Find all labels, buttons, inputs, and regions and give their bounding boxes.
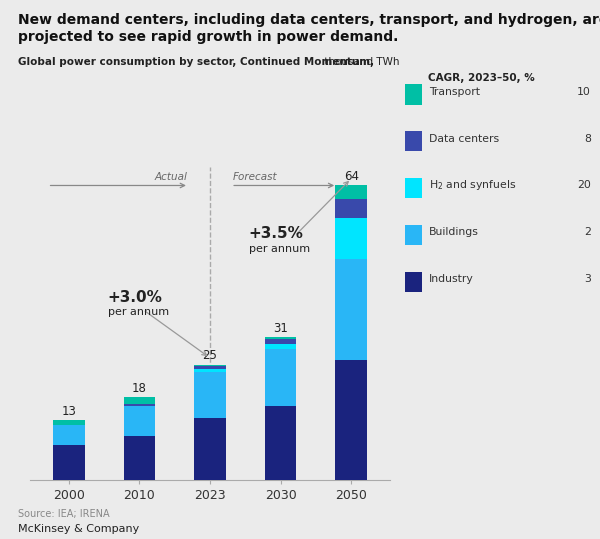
Text: Global power consumption by sector, Continued Momentum,: Global power consumption by sector, Cont… bbox=[18, 57, 374, 67]
Bar bbox=[194, 369, 226, 372]
Bar bbox=[194, 372, 226, 418]
Bar bbox=[265, 337, 296, 340]
Text: Buildings: Buildings bbox=[429, 227, 479, 237]
Text: 20: 20 bbox=[577, 181, 591, 190]
Text: per annum: per annum bbox=[249, 245, 310, 254]
Bar bbox=[53, 425, 85, 445]
Bar bbox=[194, 418, 226, 480]
Bar bbox=[265, 349, 296, 406]
Bar bbox=[124, 436, 155, 480]
Bar bbox=[194, 366, 226, 369]
Text: CAGR, 2023–50, %: CAGR, 2023–50, % bbox=[428, 73, 535, 83]
Bar bbox=[265, 406, 296, 480]
Text: Actual: Actual bbox=[155, 172, 187, 182]
Text: 13: 13 bbox=[61, 405, 76, 418]
Text: 64: 64 bbox=[344, 170, 359, 183]
Bar bbox=[124, 397, 155, 404]
Bar bbox=[335, 218, 367, 259]
Text: Industry: Industry bbox=[429, 274, 474, 284]
Text: 2: 2 bbox=[584, 227, 591, 237]
Text: Source: IEA; IRENA: Source: IEA; IRENA bbox=[18, 508, 110, 519]
Bar bbox=[265, 340, 296, 344]
Text: per annum: per annum bbox=[107, 307, 169, 316]
Bar bbox=[194, 365, 226, 366]
Bar bbox=[335, 259, 367, 360]
Text: 18: 18 bbox=[132, 382, 147, 395]
Bar bbox=[124, 406, 155, 436]
Bar bbox=[53, 445, 85, 480]
Bar bbox=[335, 360, 367, 480]
Text: 31: 31 bbox=[273, 322, 288, 335]
Text: Transport: Transport bbox=[429, 87, 480, 96]
Text: New demand centers, including data centers, transport, and hydrogen, are: New demand centers, including data cente… bbox=[18, 13, 600, 27]
Text: H$_2$ and synfuels: H$_2$ and synfuels bbox=[429, 178, 517, 192]
Bar bbox=[335, 199, 367, 218]
Text: +3.0%: +3.0% bbox=[107, 290, 163, 305]
Text: McKinsey & Company: McKinsey & Company bbox=[18, 523, 139, 534]
Text: 3: 3 bbox=[584, 274, 591, 284]
Text: 8: 8 bbox=[584, 134, 591, 143]
Text: Data centers: Data centers bbox=[429, 134, 499, 143]
Bar bbox=[124, 404, 155, 406]
Text: thousand TWh: thousand TWh bbox=[321, 57, 400, 67]
Text: projected to see rapid growth in power demand.: projected to see rapid growth in power d… bbox=[18, 30, 398, 44]
Bar bbox=[265, 344, 296, 349]
Text: 10: 10 bbox=[577, 87, 591, 96]
Text: 25: 25 bbox=[203, 349, 217, 363]
Text: +3.5%: +3.5% bbox=[249, 226, 304, 240]
Bar bbox=[53, 420, 85, 425]
Bar bbox=[335, 185, 367, 199]
Text: Forecast: Forecast bbox=[233, 172, 277, 182]
